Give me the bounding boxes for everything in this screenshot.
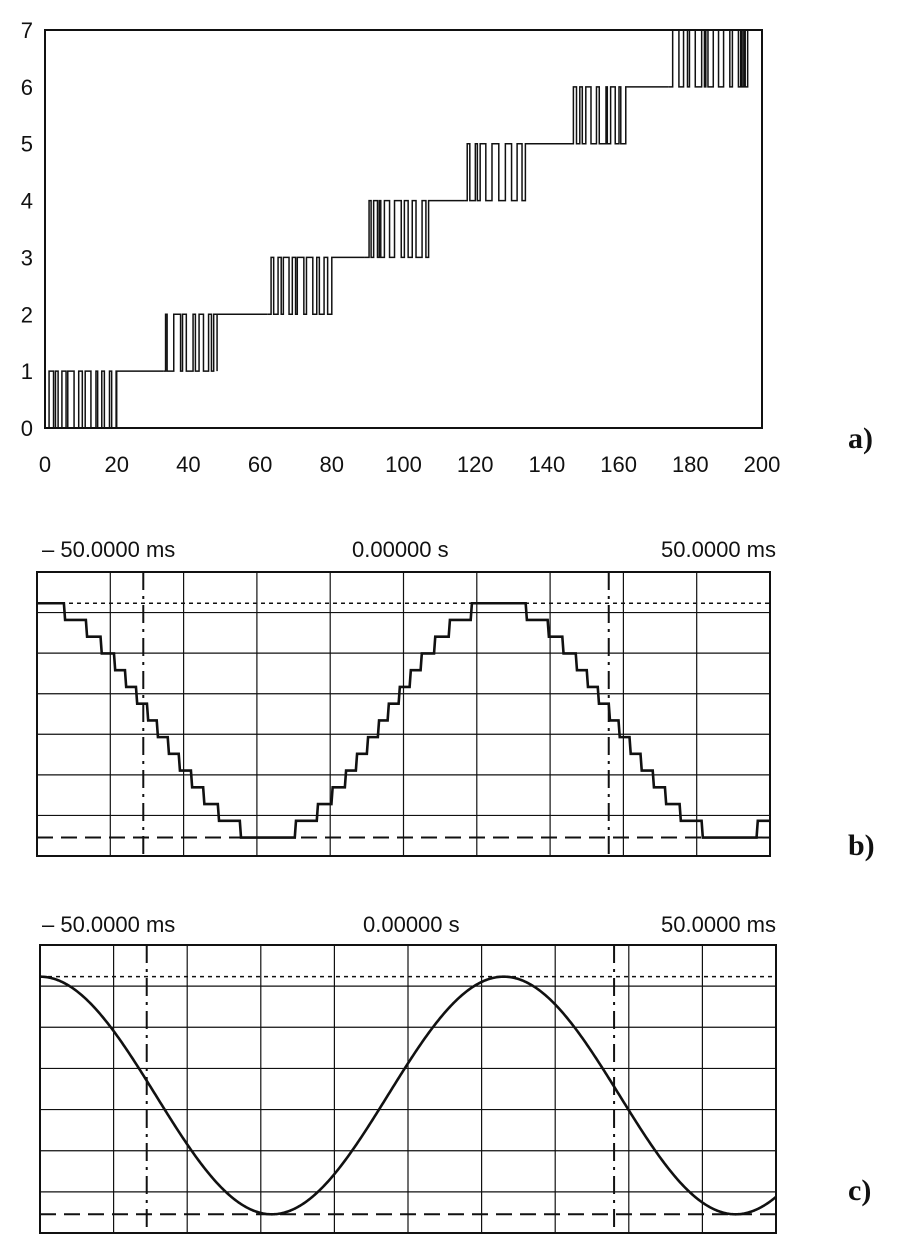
panel-c-header-right: 50.0000 ms xyxy=(661,912,776,937)
x-tick-label: 0 xyxy=(39,452,51,477)
panel-a-frame xyxy=(44,29,763,429)
x-tick-label: 40 xyxy=(176,452,200,477)
panel-a-dither-trace xyxy=(45,29,759,429)
dither-burst xyxy=(45,370,164,429)
panel-c-header-center: 0.00000 s xyxy=(363,912,460,937)
x-tick-label: 140 xyxy=(529,452,566,477)
panel-b-oscilloscope: – 50.0000 ms 0.00000 s 50.0000 ms b) xyxy=(36,537,875,862)
panel-b-stepped-sine xyxy=(37,601,770,839)
dither-burst xyxy=(464,142,572,202)
panel-c-grid xyxy=(40,945,776,1233)
dither-burst xyxy=(163,313,268,372)
panel-a-x-tick-labels: 0 20 40 60 80 100 120 140 160 180 200 xyxy=(39,452,780,477)
panel-c-oscilloscope: – 50.0000 ms 0.00000 s 50.0000 ms c) xyxy=(39,912,871,1234)
dither-burst xyxy=(571,86,669,145)
dither-burst xyxy=(267,256,365,316)
x-tick-label: 80 xyxy=(320,452,344,477)
panel-a-label: a) xyxy=(848,422,873,455)
dither-burst xyxy=(668,29,759,88)
panel-b-label: b) xyxy=(848,829,875,862)
panel-b-header-left: – 50.0000 ms xyxy=(42,537,175,562)
y-tick-label: 5 xyxy=(21,132,33,157)
x-tick-label: 60 xyxy=(248,452,272,477)
x-tick-label: 160 xyxy=(600,452,637,477)
y-tick-label: 7 xyxy=(21,18,33,43)
panel-c-label: c) xyxy=(848,1174,871,1207)
y-tick-label: 4 xyxy=(21,189,33,214)
x-tick-label: 200 xyxy=(744,452,781,477)
y-tick-label: 3 xyxy=(21,245,33,270)
y-tick-label: 0 xyxy=(21,416,33,441)
panel-b-grid xyxy=(37,572,770,856)
panel-b-header-center: 0.00000 s xyxy=(352,537,449,562)
panel-a-y-tick-labels: 0 1 2 3 4 5 6 7 xyxy=(21,18,33,441)
panel-c-cursor-markers xyxy=(40,945,776,1233)
y-tick-label: 6 xyxy=(21,75,33,100)
dither-burst xyxy=(364,199,465,259)
x-tick-label: 120 xyxy=(457,452,494,477)
panel-b-header-right: 50.0000 ms xyxy=(661,537,776,562)
x-tick-label: 180 xyxy=(672,452,709,477)
x-tick-label: 20 xyxy=(104,452,128,477)
panel-c-header-left: – 50.0000 ms xyxy=(42,912,175,937)
panel-a-step-chart: 0 1 2 3 4 5 6 7 0 20 40 60 80 100 120 140 160 180 200 a) xyxy=(21,18,873,477)
y-tick-label: 2 xyxy=(21,302,33,327)
panel-c-smooth-sine xyxy=(39,975,777,1216)
x-tick-label: 100 xyxy=(385,452,422,477)
y-tick-label: 1 xyxy=(21,359,33,384)
